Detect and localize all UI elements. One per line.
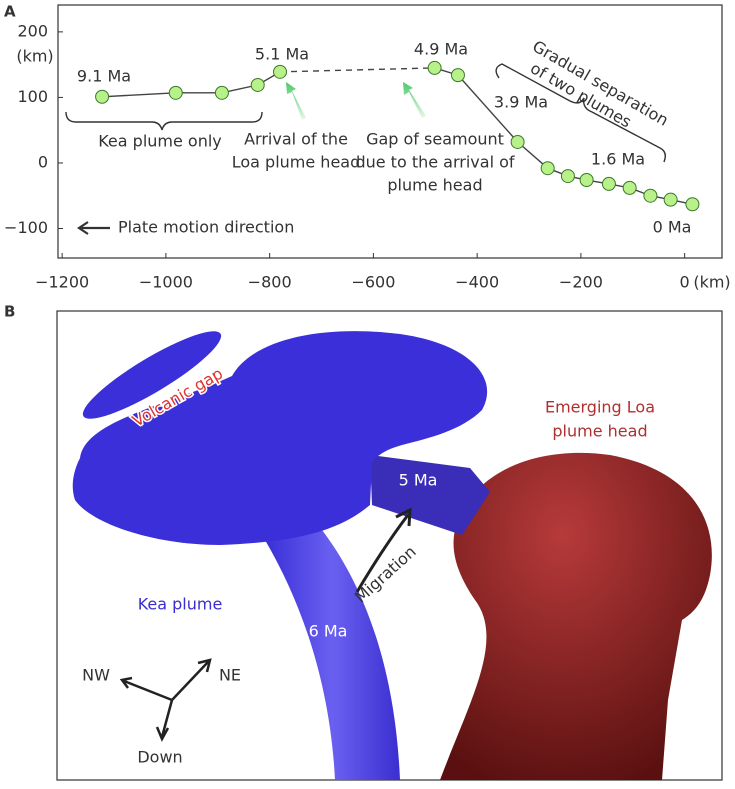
label: NW	[82, 666, 110, 685]
point	[273, 64, 288, 79]
y-unit: (km)	[16, 47, 53, 66]
annotation: 0 Ma	[653, 218, 692, 237]
annotation: Kea plume only	[98, 132, 222, 151]
plume-neck	[370, 455, 490, 535]
kea-plume-head	[72, 331, 488, 545]
x-tick-label: −1200	[35, 273, 89, 292]
arrow	[77, 221, 110, 235]
point	[540, 161, 555, 176]
annotation: plume head	[387, 176, 482, 195]
arrow	[355, 507, 412, 593]
point	[663, 192, 678, 207]
bracket	[65, 111, 263, 131]
point	[214, 85, 229, 100]
label: 6 Ma	[309, 622, 348, 641]
loa-plume	[440, 452, 712, 780]
annotation: 1.6 Ma	[591, 150, 645, 169]
y-tick-label: 0	[38, 152, 48, 171]
point	[643, 188, 658, 203]
x-tick-label: 0	[680, 273, 690, 292]
x-tick-label: −400	[455, 273, 499, 292]
y-tick-label: −100	[4, 218, 48, 237]
y-tick-label: 100	[17, 87, 48, 106]
annotation: Plate motion direction	[118, 218, 294, 237]
gap-line	[280, 67, 435, 73]
arrow	[286, 82, 306, 120]
label: Down	[137, 748, 182, 767]
label: 5 Ma	[399, 471, 438, 490]
x-tick-label: −800	[248, 273, 292, 292]
label: Migration	[351, 542, 420, 607]
kea-conduit	[265, 530, 400, 780]
x-unit: (km)	[693, 273, 730, 292]
point	[427, 60, 442, 75]
x-tick-label: −200	[559, 273, 603, 292]
x-tick-label: −600	[351, 273, 395, 292]
label: Emerging Loa	[545, 398, 655, 417]
annotation: 3.9 Ma	[494, 93, 548, 112]
y-tick-label: 200	[17, 21, 48, 40]
point	[450, 68, 465, 83]
point	[685, 197, 700, 212]
volcanic-gap-piece	[82, 331, 222, 419]
point	[168, 85, 183, 100]
compass	[119, 658, 212, 742]
point	[560, 169, 575, 184]
panel-label: A	[4, 3, 16, 21]
point	[95, 89, 110, 104]
label: NE	[219, 666, 241, 685]
annotation: 4.9 Ma	[414, 40, 468, 59]
point	[510, 134, 525, 149]
annotation: 5.1 Ma	[255, 45, 309, 64]
plot-frame	[57, 4, 723, 259]
point	[250, 77, 265, 92]
label: plume head	[552, 422, 647, 441]
point	[579, 173, 594, 188]
arrow	[403, 82, 426, 118]
point	[622, 180, 637, 195]
bracket	[495, 63, 667, 163]
point	[601, 176, 616, 191]
annotation: 9.1 Ma	[77, 67, 131, 86]
annotation: Arrival of the	[244, 130, 348, 149]
label: Kea plume	[138, 595, 223, 614]
annotation: due to the arrival of	[355, 153, 514, 172]
annotation: Loa plume head	[232, 153, 361, 172]
annotation: Gap of seamount	[366, 130, 504, 149]
panel-label: B	[4, 303, 15, 321]
x-tick-label: −1000	[139, 273, 193, 292]
